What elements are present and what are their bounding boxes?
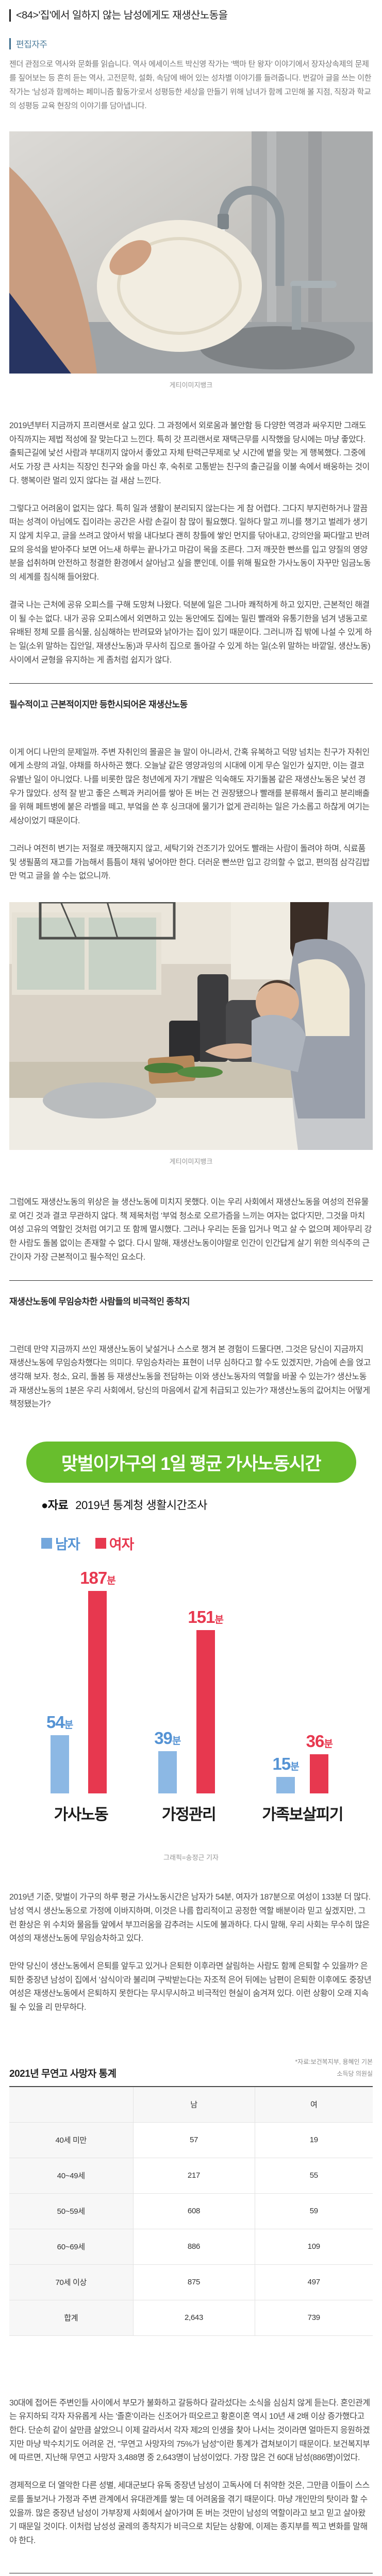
bar-female: 151분 (188, 1607, 224, 1794)
bar-value: 187분 (80, 1568, 116, 1588)
stats-table-title: 2021년 무연고 사망자 통계 (9, 2068, 117, 2079)
paragraph: 만약 당신이 생산노동에서 은퇴를 앞두고 있거나 은퇴한 이후라면 살림하는 … (9, 1962, 372, 2012)
bar-value: 39분 (154, 1728, 181, 1748)
table-row: 50~59세 608 59 (9, 2193, 373, 2229)
article-image-dishwashing (9, 131, 373, 374)
legend-item-male: 남자 (41, 1533, 80, 1553)
kitchen-babywearing-illustration (9, 902, 373, 1150)
paragraph: 2019년 기준, 맞벌이 가구의 하루 평균 가사노동시간은 남자가 54분,… (9, 1893, 371, 1943)
legend-swatch-male-icon (41, 1538, 52, 1549)
editor-note-text: 젠더 관점으로 역사와 문화를 읽습니다. 역사 에세이스트 박신영 작가는 '… (9, 60, 372, 110)
bar-category: 가족보살피기 (262, 1806, 343, 1824)
bar-value: 36분 (306, 1732, 333, 1751)
stats-table: 남 여 40세 미만 57 19 40~49세 217 55 50~59세 608 59 60~69세… (9, 2086, 373, 2336)
section-divider (9, 683, 373, 684)
paragraph: 30대에 접어든 주변인들 사이에서 부모가 불화하고 갈등하다 갈라섰다는 소… (9, 2398, 370, 2463)
image-caption: 게티이미지뱅크 (169, 381, 213, 389)
bar-value: 15분 (272, 1754, 299, 1774)
editor-note: 편집자주 젠더 관점으로 역사와 문화를 읽습니다. 역사 에세이스트 박신영 … (9, 37, 373, 113)
bar-male: 54분 (46, 1713, 73, 1794)
bar-category: 가사노동 (54, 1806, 109, 1824)
editor-note-label: 편집자주 (16, 40, 47, 49)
table-row: 40세 미만 57 19 (9, 2122, 373, 2158)
figure-dishwashing: 게티이미지뱅크 (9, 131, 373, 389)
legend-item-female: 여자 (95, 1533, 134, 1553)
paragraph: 그럼에도 재생산노동의 위상은 늘 생산노동에 미치지 못했다. 이는 우리 사… (9, 1197, 372, 1262)
table-row: 합계 2,643 739 (9, 2300, 373, 2336)
paragraph: 결국 나는 근처에 공유 오피스를 구해 도망쳐 나왔다. 덕분에 일은 그나마… (9, 600, 372, 665)
paragraph: 그러나 여전히 변기는 저절로 깨끗해지지 않고, 세탁기와 건조기가 있어도 … (9, 844, 370, 881)
infographic-title: 맞벌이가구의 1일 평균 가사노동시간 (26, 1442, 356, 1483)
section-heading: 필수적이고 근본적이지만 등한시되어온 재생산노동 (9, 699, 188, 709)
bar-female: 36분 (306, 1732, 333, 1794)
section-heading: 재생산노동에 무임승차한 사람들의 비극적인 종착지 (9, 1296, 190, 1307)
paragraph: 2019년부터 지금까지 프리랜서로 살고 있다. 그 과정에서 외로움과 불안… (9, 421, 370, 485)
bar-male: 39분 (154, 1728, 181, 1794)
bar-value: 151분 (188, 1607, 224, 1627)
infographic-source: ●자료 2019년 통계청 생활시간조사 (41, 1499, 207, 1512)
bar-female: 187분 (80, 1568, 116, 1794)
stats-table-body: 남 여 40세 미만 57 19 40~49세 217 55 50~59세 608 59 60~69세… (9, 2086, 373, 2336)
section-divider (9, 1280, 373, 1281)
paragraph: 그렇다고 어려움이 없지는 않다. 특히 일과 생활이 분리되지 않는다는 게 … (9, 504, 371, 582)
page-title: <84>'집'에서 일하지 않는 남성에게도 재생산노동을 (16, 10, 228, 21)
legend-swatch-female-icon (95, 1538, 106, 1549)
infographic-caption: 그래픽=송정근 기자 (163, 1854, 219, 1862)
housework-time-infographic: 맞벌이가구의 1일 평균 가사노동시간 ●자료 2019년 통계청 생활시간조사 … (9, 1442, 373, 1862)
stats-table-block: 2021년 무연고 사망자 통계 *자료:보건복지부, 용혜인 기본 소득당 의… (9, 2056, 373, 2336)
image-caption: 게티이미지뱅크 (169, 1157, 213, 1165)
table-row: 60~69세 886 109 (9, 2229, 373, 2265)
stats-table-source: *자료:보건복지부, 용혜인 기본 소득당 의원실 (295, 2058, 373, 2077)
headline: <84>'집'에서 일하지 않는 남성에게도 재생산노동을 (9, 0, 373, 23)
infographic-source-label: ●자료 (41, 1499, 69, 1512)
chart-legend: 남자 여자 (9, 1533, 373, 1553)
article-image-kitchen-babywearing (9, 902, 373, 1150)
headline-tick (9, 9, 11, 22)
dishwashing-illustration (9, 131, 373, 374)
table-row: 70세 이상 875 497 (9, 2264, 373, 2300)
bar-value: 54분 (46, 1713, 73, 1732)
paragraph: 이게 어디 나만의 문제일까. 주변 자취인의 몰골은 늘 말이 아니라서, 간… (9, 748, 370, 826)
figure-kitchen-babywearing: 게티이미지뱅크 (9, 902, 373, 1166)
bar-male: 15분 (272, 1754, 300, 1794)
paragraph: 그런데 만약 지금까지 쓰인 재생산노동이 낯설거나 스스로 챙겨 본 경험이 … (9, 1345, 371, 1409)
paragraph: 경제적으로 더 열악한 다른 성별, 세대군보다 유독 중장년 남성이 고독사에… (9, 2481, 370, 2545)
editor-note-bar (9, 38, 11, 49)
table-row: 40~49세 217 55 (9, 2158, 373, 2194)
bar-category: 가정관리 (161, 1806, 217, 1824)
